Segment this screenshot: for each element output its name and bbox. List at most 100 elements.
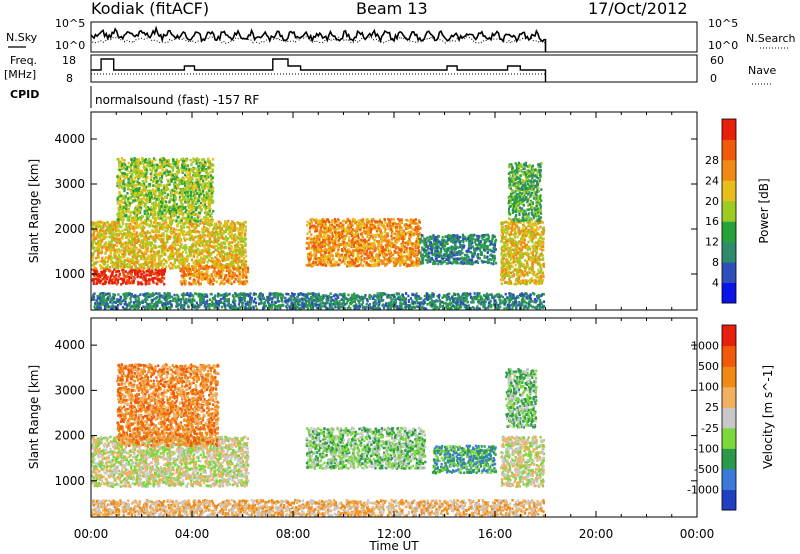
range-cell: [219, 254, 222, 257]
range-cell: [170, 250, 173, 254]
range-cell: [117, 220, 120, 224]
range-cell: [135, 247, 138, 251]
range-cell: [154, 213, 157, 216]
range-cell: [194, 222, 198, 226]
range-cell: [195, 157, 199, 160]
range-cell: [116, 238, 119, 241]
range-cell: [117, 218, 120, 221]
range-cell: [176, 184, 179, 187]
range-cell: [142, 229, 145, 232]
range-cell: [193, 236, 196, 239]
range-cell: [239, 235, 242, 239]
range-cell: [146, 163, 149, 166]
range-cell: [192, 238, 195, 242]
range-cell: [173, 175, 176, 178]
range-cell: [152, 192, 155, 196]
range-cell: [174, 258, 177, 262]
range-cell: [133, 159, 136, 163]
range-cell: [166, 240, 169, 244]
range-cell: [173, 233, 176, 236]
range-cell: [157, 233, 160, 237]
range-cell: [187, 273, 190, 276]
range-cell: [166, 239, 169, 242]
range-cell: [366, 235, 369, 238]
range-cell: [126, 204, 130, 208]
range-cell: [240, 281, 243, 285]
range-cell: [188, 217, 191, 221]
range-cell: [118, 162, 122, 165]
range-cell: [211, 251, 214, 255]
range-cell: [186, 268, 189, 271]
range-cell: [132, 199, 135, 203]
range-cell: [141, 184, 144, 187]
range-cell: [117, 214, 121, 217]
range-cell: [191, 237, 194, 241]
range-cell: [96, 243, 99, 247]
range-cell: [139, 275, 142, 279]
range-cell: [390, 245, 393, 249]
range-cell: [130, 266, 133, 269]
range-cell: [148, 274, 151, 277]
range-cell: [173, 261, 176, 264]
range-cell: [368, 232, 371, 236]
range-cell: [345, 220, 348, 223]
range-cell: [147, 189, 150, 193]
range-cell: [418, 260, 421, 263]
range-cell: [122, 265, 126, 269]
range-cell: [127, 177, 130, 181]
range-cell: [139, 183, 142, 187]
range-cell: [220, 227, 223, 230]
range-cell: [149, 168, 152, 171]
range-cell: [131, 238, 134, 241]
range-cell: [141, 180, 144, 183]
range-cell: [121, 278, 124, 282]
range-cell: [231, 250, 234, 254]
range-cell: [155, 197, 158, 201]
range-cell: [137, 160, 140, 163]
nave-tick-top: 60: [710, 54, 724, 67]
range-cell: [348, 227, 351, 230]
range-cell: [156, 262, 159, 266]
range-cell: [121, 243, 124, 246]
range-cell: [103, 233, 106, 237]
range-cell: [106, 221, 109, 224]
range-cell: [140, 221, 143, 225]
range-cell: [125, 235, 128, 239]
range-cell: [135, 223, 138, 227]
range-cell: [393, 259, 396, 262]
range-cell: [95, 246, 98, 250]
range-cell: [187, 179, 190, 183]
range-cell: [321, 236, 324, 239]
range-cell: [202, 250, 205, 254]
range-cell: [406, 219, 409, 223]
range-cell: [313, 219, 316, 222]
range-cell: [391, 229, 394, 233]
range-cell: [154, 233, 157, 237]
range-cell: [157, 213, 160, 216]
range-cell: [133, 242, 136, 246]
range-cell: [214, 230, 217, 234]
range-cell: [105, 280, 108, 284]
range-cell: [132, 251, 135, 254]
range-cell: [134, 247, 137, 251]
range-cell: [118, 186, 121, 189]
range-cell: [150, 221, 153, 225]
range-cell: [164, 219, 167, 223]
range-cell: [177, 160, 180, 163]
range-cell: [200, 183, 203, 186]
range-cell: [323, 258, 327, 262]
range-cell: [166, 230, 169, 233]
range-cell: [236, 256, 239, 260]
range-cell: [149, 184, 152, 188]
range-cell: [357, 252, 360, 255]
range-cell: [129, 233, 132, 236]
range-cell: [135, 241, 138, 244]
range-cell: [242, 273, 245, 277]
range-cell: [344, 256, 347, 260]
range-cell: [411, 261, 414, 265]
range-cell: [118, 223, 121, 226]
range-cell: [177, 264, 180, 268]
range-cell: [200, 158, 203, 161]
range-cell: [143, 165, 146, 168]
range-cell: [118, 238, 121, 241]
